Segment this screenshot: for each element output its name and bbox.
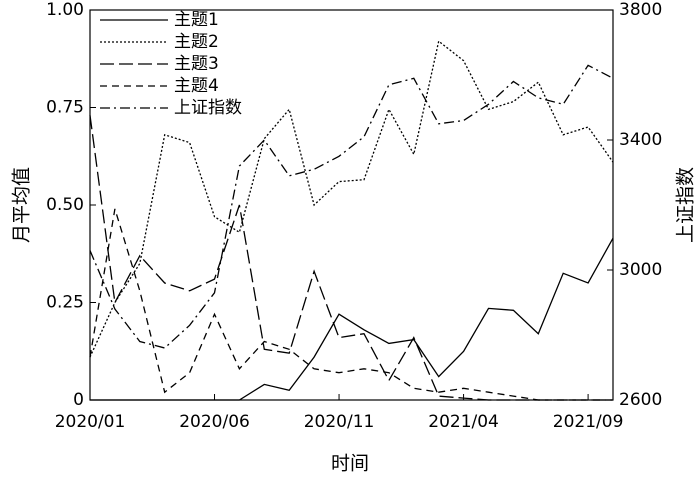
- y2-tick-label: 3800: [619, 0, 662, 20]
- legend-label: 主题2: [174, 32, 219, 52]
- x-tick-label: 2020/06: [179, 412, 250, 432]
- y2-tick-label: 2600: [619, 390, 662, 410]
- x-tick-label: 2020/11: [304, 412, 375, 432]
- y2-tick-label: 3000: [619, 260, 662, 280]
- y-tick-label: 0.50: [46, 195, 84, 215]
- x-axis-title: 时间: [331, 453, 369, 475]
- legend-label: 主题3: [174, 54, 219, 74]
- y-tick-label: 0.25: [46, 293, 84, 313]
- x-tick-label: 2021/04: [428, 412, 499, 432]
- series-line: [89, 208, 613, 401]
- x-tick-label: 2020/01: [55, 412, 126, 432]
- series-line: [89, 115, 613, 401]
- x-tick-label: 2021/09: [553, 412, 624, 432]
- legend-label: 上证指数: [174, 98, 242, 118]
- plot-frame: [89, 9, 614, 401]
- legend-label: 主题4: [174, 76, 219, 96]
- y-axis-title: 月平均值: [11, 167, 33, 243]
- y-tick-label: 0.75: [46, 98, 84, 118]
- legend-label: 主题1: [174, 10, 219, 30]
- y-tick-label: 1.00: [46, 0, 84, 20]
- series-line: [90, 237, 614, 401]
- series-line: [89, 40, 614, 358]
- y-tick-label: 0: [73, 390, 84, 410]
- series-line: [89, 64, 614, 349]
- y2-axis-title: 上证指数: [675, 167, 697, 243]
- y2-tick-label: 3400: [619, 130, 662, 150]
